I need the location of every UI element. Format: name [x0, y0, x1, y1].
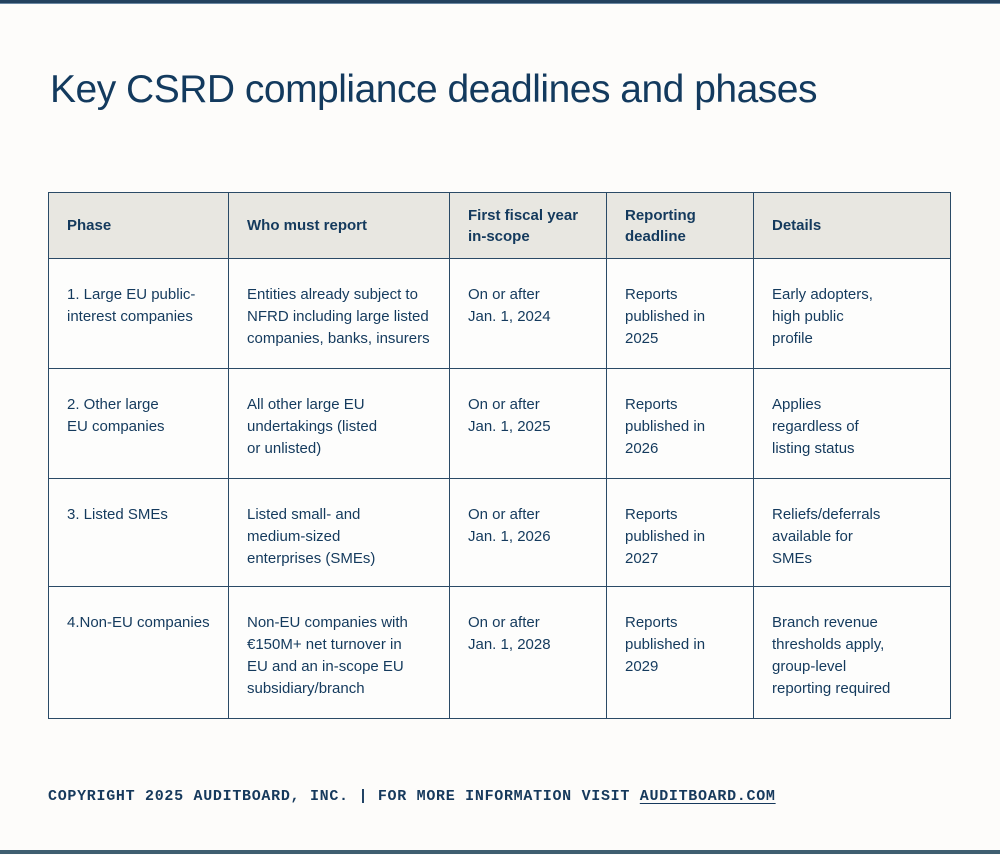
- column-header-details: Details: [753, 192, 951, 259]
- cell-first-fiscal-year: On or after Jan. 1, 2026: [449, 478, 607, 587]
- table-row: 4.Non-EU companies Non-EU companies with…: [48, 586, 951, 719]
- bottom-accent-bar: [0, 850, 1000, 854]
- footer-copyright: COPYRIGHT 2025 AUDITBOARD, INC. | FOR MO…: [48, 788, 776, 805]
- page-title: Key CSRD compliance deadlines and phases: [50, 68, 817, 111]
- cell-who-must-report: Entities already subject to NFRD includi…: [228, 258, 450, 369]
- cell-reporting-deadline: Reports published in 2029: [606, 586, 754, 719]
- cell-phase: 2. Other large EU companies: [48, 368, 229, 479]
- cell-phase: 3. Listed SMEs: [48, 478, 229, 587]
- cell-details: Branch revenue thresholds apply, group-l…: [753, 586, 951, 719]
- cell-first-fiscal-year: On or after Jan. 1, 2024: [449, 258, 607, 369]
- cell-who-must-report: Non-EU companies with €150M+ net turnove…: [228, 586, 450, 719]
- cell-reporting-deadline: Reports published in 2027: [606, 478, 754, 587]
- cell-first-fiscal-year: On or after Jan. 1, 2025: [449, 368, 607, 479]
- column-header-phase: Phase: [48, 192, 229, 259]
- auditboard-link[interactable]: AUDITBOARD.COM: [639, 788, 776, 805]
- table-header-row: Phase Who must report First fiscal year …: [48, 192, 951, 259]
- table-row: 3. Listed SMEs Listed small- and medium-…: [48, 478, 951, 587]
- column-header-who-must-report: Who must report: [228, 192, 450, 259]
- table-row: 2. Other large EU companies All other la…: [48, 368, 951, 479]
- cell-first-fiscal-year: On or after Jan. 1, 2028: [449, 586, 607, 719]
- column-header-first-fiscal-year: First fiscal year in-scope: [449, 192, 607, 259]
- cell-who-must-report: All other large EU undertakings (listed …: [228, 368, 450, 479]
- column-header-reporting-deadline: Reporting deadline: [606, 192, 754, 259]
- cell-details: Reliefs/deferrals available for SMEs: [753, 478, 951, 587]
- cell-details: Applies regardless of listing status: [753, 368, 951, 479]
- top-accent-bar: [0, 0, 1000, 4]
- cell-phase: 4.Non-EU companies: [48, 586, 229, 719]
- cell-reporting-deadline: Reports published in 2025: [606, 258, 754, 369]
- cell-who-must-report: Listed small- and medium-sized enterpris…: [228, 478, 450, 587]
- cell-details: Early adopters, high public profile: [753, 258, 951, 369]
- cell-reporting-deadline: Reports published in 2026: [606, 368, 754, 479]
- table-row: 1. Large EU public- interest companies E…: [48, 258, 951, 369]
- cell-phase: 1. Large EU public- interest companies: [48, 258, 229, 369]
- csrd-deadlines-table: Phase Who must report First fiscal year …: [48, 192, 951, 719]
- copyright-text: COPYRIGHT 2025 AUDITBOARD, INC. | FOR MO…: [48, 788, 640, 805]
